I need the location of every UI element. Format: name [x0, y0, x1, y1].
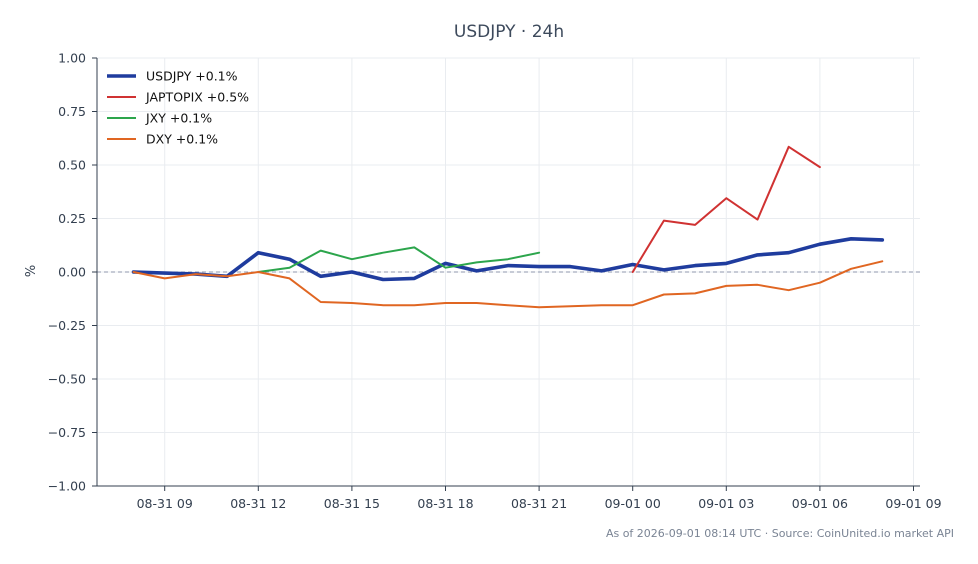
y-tick-label: 0.75	[58, 104, 86, 119]
y-tick-label: −0.25	[48, 318, 86, 333]
x-tick-label: 09-01 06	[792, 496, 848, 511]
series-line-2	[257, 246, 541, 273]
x-tick-label: 09-01 03	[698, 496, 754, 511]
y-tick-label: 0.25	[58, 211, 86, 226]
series-line-0	[131, 237, 885, 282]
legend-label: DXY +0.1%	[146, 132, 218, 147]
y-tick-label: −0.50	[48, 372, 86, 387]
y-tick-label: 0.00	[58, 265, 86, 280]
y-tick-label: 1.00	[58, 51, 86, 66]
y-tick-label: −1.00	[48, 479, 86, 494]
x-tick-label: 08-31 15	[324, 496, 380, 511]
y-axis-ticks: 1.00 0.75 0.50 0.25 0.00 −0.25 −0.50 −0.75 −1.00	[48, 51, 97, 494]
y-tick-label: −0.75	[48, 425, 86, 440]
x-axis-ticks: 08-31 09 08-31 12 08-31 15 08-31 18 08-31 21…	[137, 486, 942, 511]
series-group	[131, 145, 885, 309]
x-tick-label: 09-01 09	[885, 496, 941, 511]
x-tick-label: 08-31 21	[511, 496, 567, 511]
grid	[97, 57, 920, 487]
legend-label: JXY +0.1%	[145, 111, 212, 126]
y-tick-label: 0.50	[58, 158, 86, 173]
x-tick-label: 09-01 00	[605, 496, 661, 511]
x-tick-label: 08-31 09	[137, 496, 193, 511]
legend: USDJPY +0.1% JAPTOPIX +0.5% JXY +0.1% DXY +…	[107, 69, 249, 147]
footer-source: As of 2026-09-01 08:14 UTC · Source: Coi…	[606, 527, 954, 540]
x-tick-label: 08-31 12	[230, 496, 286, 511]
y-axis-label: %	[24, 265, 39, 277]
chart-title: USDJPY · 24h	[454, 22, 564, 42]
x-tick-label: 08-31 18	[417, 496, 473, 511]
series-line-1	[631, 145, 821, 273]
legend-label: JAPTOPIX +0.5%	[145, 90, 249, 105]
series-line-3	[132, 260, 884, 309]
legend-label: USDJPY +0.1%	[146, 69, 238, 84]
